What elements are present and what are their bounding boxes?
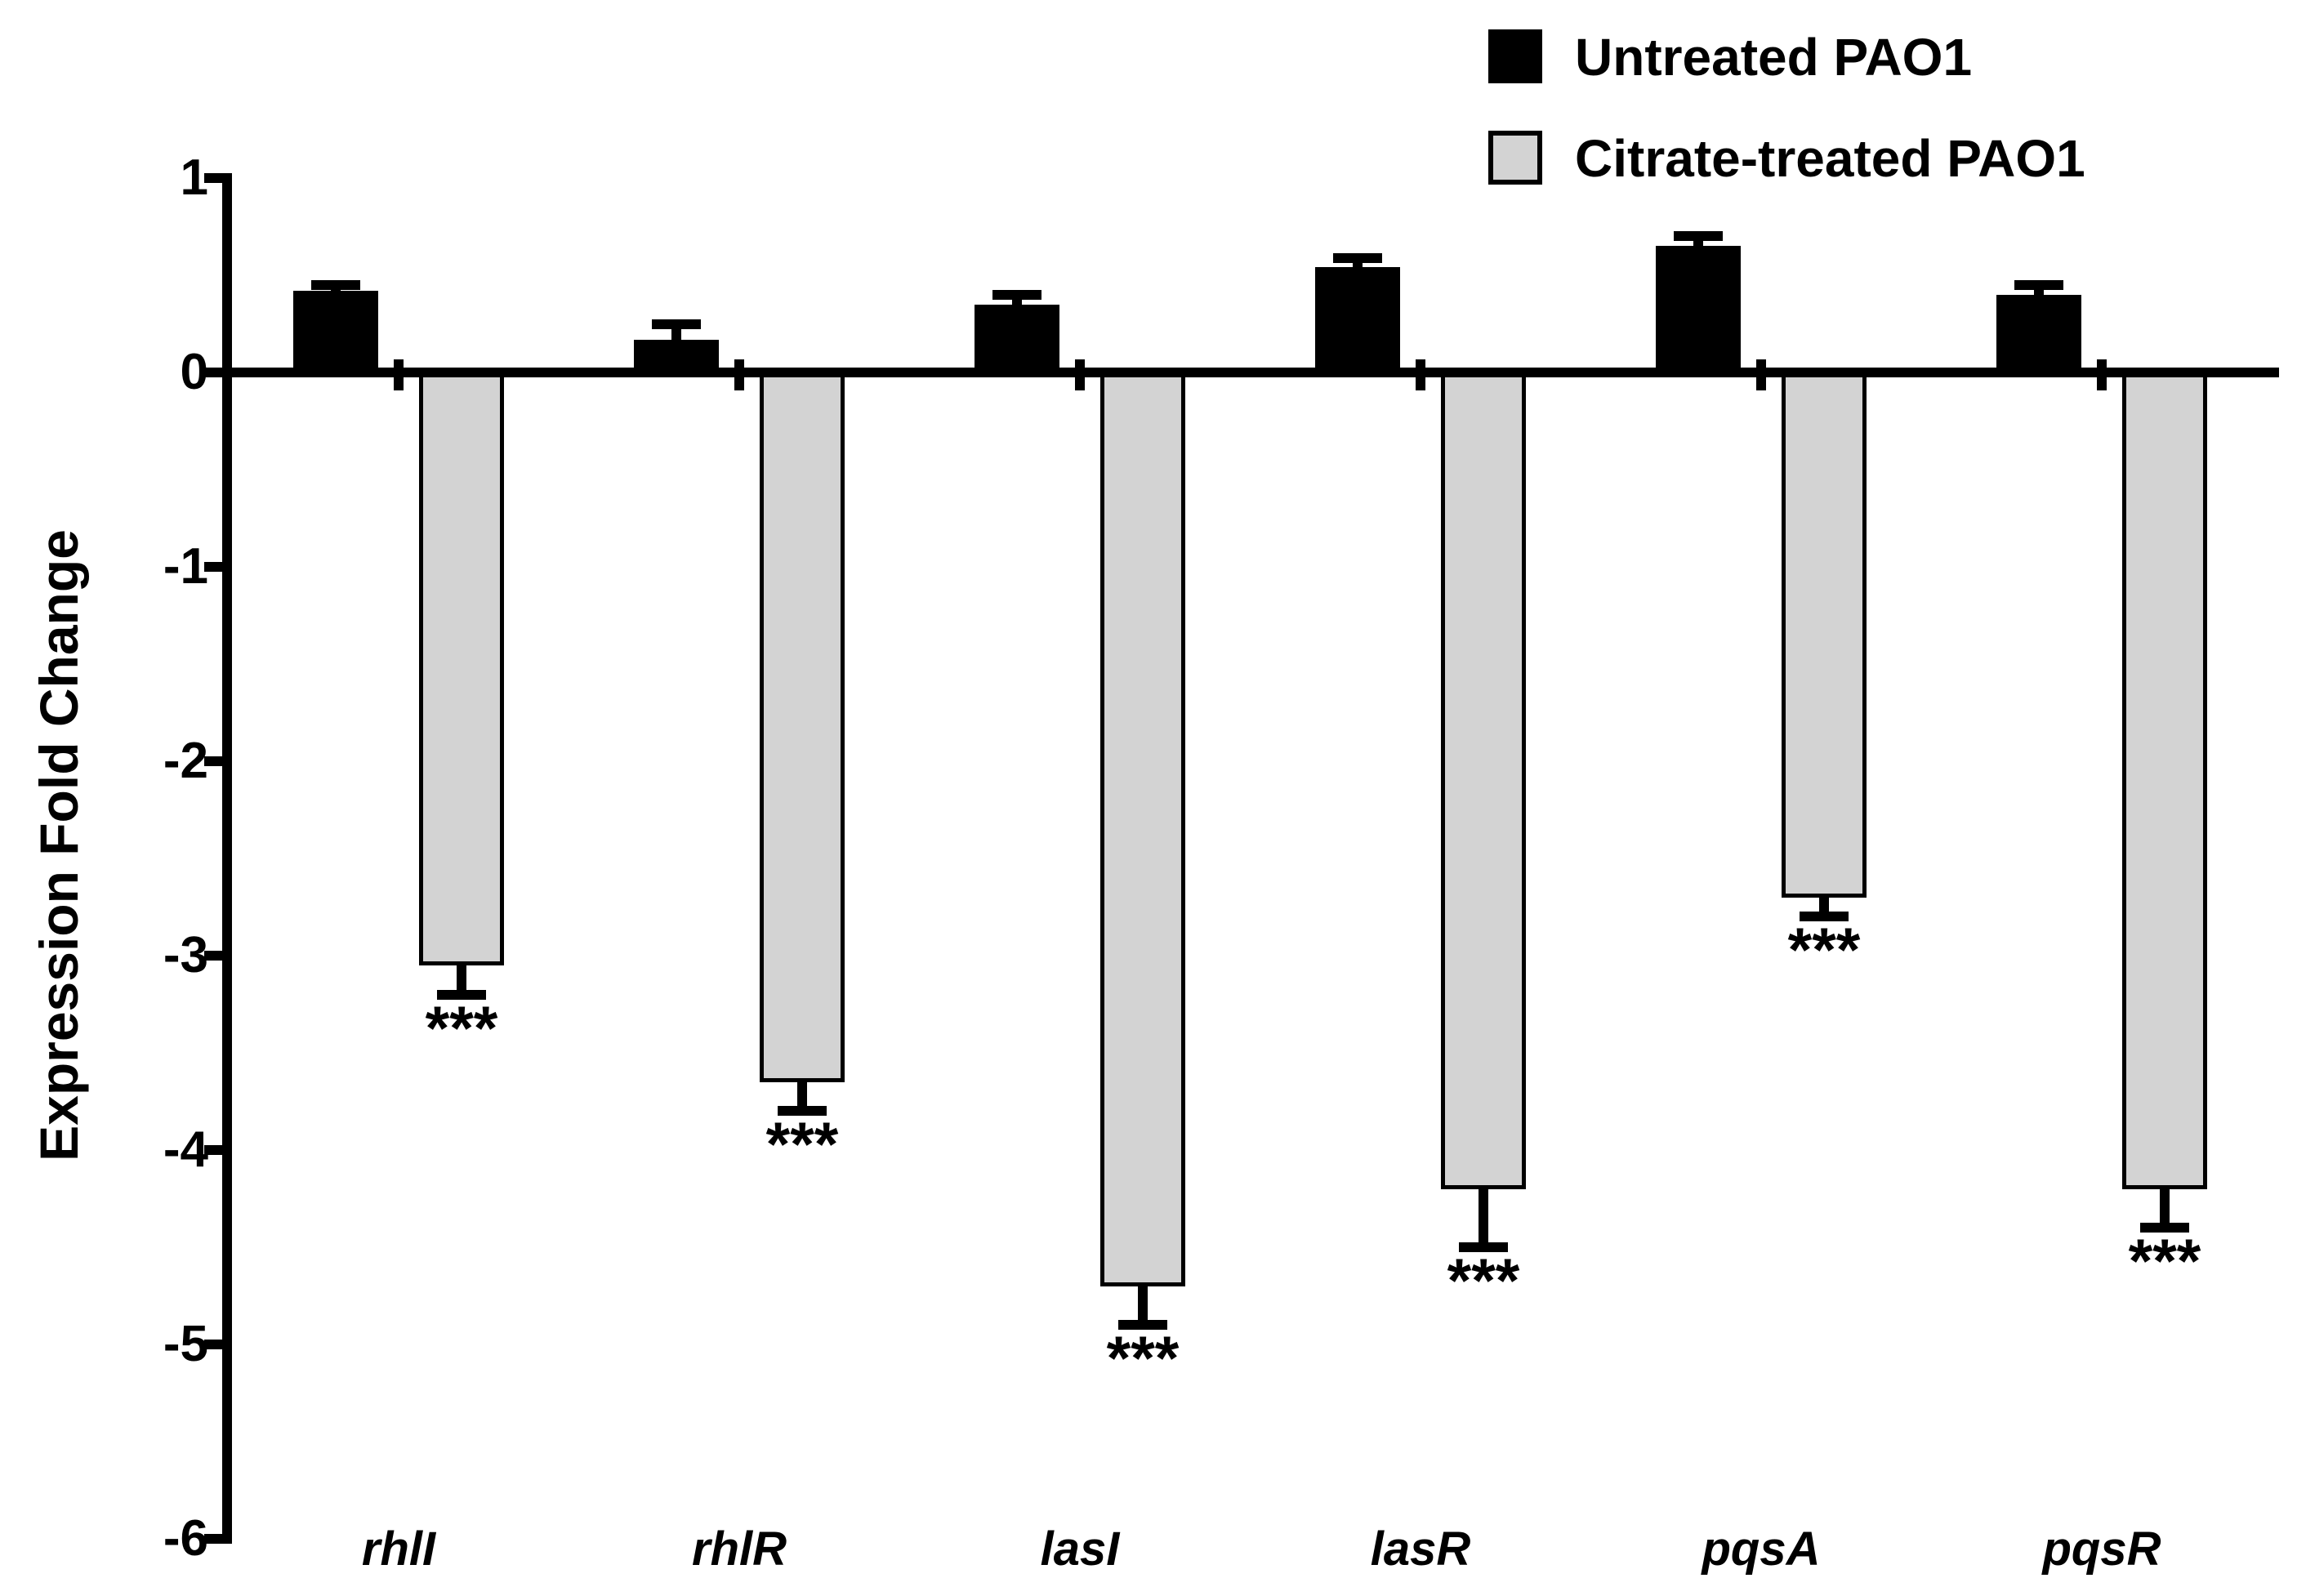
- category-tick: [1416, 359, 1425, 390]
- x-category-label: pqsA: [1702, 1522, 1821, 1576]
- significance-stars: ***: [2128, 1227, 2201, 1297]
- y-axis-line: [222, 173, 232, 1544]
- y-tick: [204, 1145, 222, 1155]
- y-tick: [204, 1534, 222, 1544]
- error-bar-cap: [652, 319, 701, 329]
- y-tick-label: 1: [180, 149, 208, 206]
- legend-swatch-citrate: [1488, 131, 1542, 185]
- error-bar-cap: [2140, 1223, 2189, 1233]
- category-tick: [1075, 359, 1085, 390]
- error-bar-cap: [311, 279, 360, 290]
- bar-rhlR-citrate: [760, 368, 845, 1082]
- x-axis-line: [222, 368, 2279, 377]
- bar-pqsR-untreated: [1996, 294, 2081, 377]
- error-bar-stem: [797, 1081, 807, 1112]
- significance-stars: ***: [425, 993, 498, 1063]
- category-tick: [1756, 359, 1766, 390]
- bar-rhlI-untreated: [293, 291, 378, 377]
- error-bar-cap: [778, 1106, 827, 1117]
- error-bar-cap: [1333, 252, 1382, 263]
- significance-stars: ***: [1787, 916, 1861, 986]
- category-tick: [2097, 359, 2107, 390]
- bar-lasR-citrate: [1441, 368, 1526, 1189]
- significance-stars: ***: [1447, 1246, 1520, 1316]
- error-bar-stem: [1138, 1286, 1148, 1326]
- x-category-label: rhlI: [361, 1522, 436, 1576]
- bar-lasI-citrate: [1100, 368, 1185, 1286]
- y-tick: [204, 1340, 222, 1349]
- bar-pqsA-untreated: [1656, 246, 1741, 377]
- bar-rhlI-citrate: [419, 368, 504, 965]
- x-category-label: lasR: [1370, 1522, 1471, 1576]
- y-tick-label: -4: [163, 1121, 208, 1178]
- y-tick: [204, 951, 222, 961]
- x-category-label: pqsR: [2042, 1522, 2161, 1576]
- significance-stars: ***: [765, 1110, 839, 1180]
- category-tick: [394, 359, 404, 390]
- y-tick-label: -5: [163, 1316, 208, 1372]
- y-tick-label: -1: [163, 538, 208, 595]
- bar-pqsA-citrate: [1782, 368, 1867, 898]
- x-category-label: rhlR: [692, 1522, 787, 1576]
- y-tick: [204, 368, 222, 377]
- y-tick-label: -3: [163, 927, 208, 983]
- x-category-label: lasI: [1040, 1522, 1120, 1576]
- bar-lasR-untreated: [1315, 267, 1400, 377]
- legend-label-citrate: Citrate-treated PAO1: [1575, 129, 2085, 188]
- bar-pqsR-citrate: [2122, 368, 2207, 1189]
- y-tick: [204, 756, 222, 766]
- legend-swatch-untreated: [1488, 29, 1542, 83]
- significance-stars: ***: [1106, 1324, 1180, 1394]
- y-axis-title: Expression Fold Change: [29, 529, 89, 1161]
- legend-label-untreated: Untreated PAO1: [1575, 28, 1973, 87]
- error-bar-cap: [992, 289, 1041, 300]
- category-tick: [734, 359, 744, 390]
- error-bar-stem: [457, 965, 466, 995]
- y-tick-label: -2: [163, 733, 208, 789]
- error-bar-cap: [1459, 1242, 1508, 1252]
- error-bar-stem: [1479, 1188, 1488, 1247]
- bar-lasI-untreated: [975, 304, 1059, 377]
- y-tick-label: -6: [163, 1510, 208, 1567]
- error-bar-cap: [1800, 912, 1849, 922]
- error-bar-stem: [2160, 1188, 2170, 1228]
- error-bar-cap: [1674, 231, 1723, 242]
- error-bar-cap: [1118, 1320, 1167, 1331]
- y-tick: [204, 173, 222, 183]
- y-tick-label: 0: [180, 344, 208, 400]
- error-bar-cap: [437, 989, 486, 1000]
- error-bar-cap: [2014, 279, 2063, 290]
- y-tick: [204, 562, 222, 572]
